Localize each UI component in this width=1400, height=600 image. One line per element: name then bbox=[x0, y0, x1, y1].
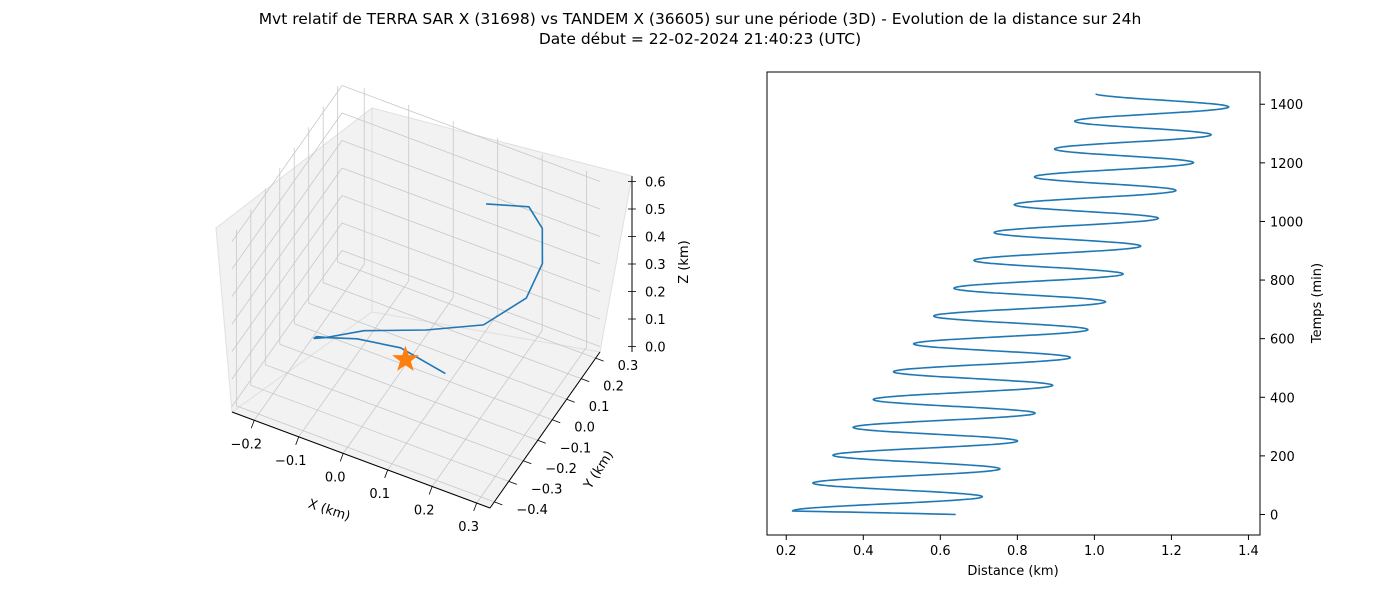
y-tick-label-3d: 0.1 bbox=[589, 400, 610, 415]
trajectory-3d-line bbox=[313, 203, 544, 375]
grid-line-z bbox=[341, 222, 601, 320]
grid-line-x bbox=[253, 264, 365, 421]
y-tick-label-2d: 600 bbox=[1270, 333, 1295, 348]
y-tick-label-2d: 1000 bbox=[1270, 215, 1303, 230]
x-ticks-2d: 0.2 0.4 0.6 0.8 1.0 1.2 1.4 bbox=[776, 535, 1259, 559]
z-tick-label-3d: 0.3 bbox=[645, 258, 666, 273]
y-axis-label-2d: Temps (min) bbox=[1310, 263, 1325, 344]
ticks-3d: −0.2 −0.1 0.0 0.1 0.2 0.3 −0.4 −0.3 −0.2 −0.1 0.0 0… bbox=[230, 176, 665, 536]
y-tick-3d bbox=[537, 439, 546, 444]
grid-line-y bbox=[236, 405, 495, 503]
y-tick-3d bbox=[494, 501, 503, 506]
z-tick-label-3d: 0.2 bbox=[645, 286, 666, 301]
y-tick-label-3d: −0.1 bbox=[560, 441, 592, 456]
y-tick-label-3d: 0.0 bbox=[574, 421, 595, 436]
grid-line-x bbox=[387, 313, 499, 471]
figure-title-line1: Mvt relatif de TERRA SAR X (31698) vs TA… bbox=[259, 10, 1142, 28]
grid-line-x bbox=[298, 280, 410, 438]
grid-line-y bbox=[308, 302, 567, 400]
x-tick-label-2d: 0.8 bbox=[1007, 544, 1028, 559]
z-axis-label-3d: Z (km) bbox=[677, 240, 692, 283]
grid-line-x bbox=[476, 346, 587, 504]
y-tick-3d bbox=[508, 480, 517, 485]
z-tick-label-3d: 0.0 bbox=[645, 341, 666, 356]
z-tick-label-3d: 0.4 bbox=[645, 231, 666, 246]
x-tick-label-3d: −0.1 bbox=[275, 454, 307, 469]
grid-line-z bbox=[341, 140, 601, 237]
grid-line-z bbox=[231, 167, 343, 325]
x-tick-label-2d: 1.2 bbox=[1161, 544, 1182, 559]
grid-line-z bbox=[341, 167, 601, 265]
grid-line-z bbox=[231, 250, 343, 407]
axes-3d: −0.2 −0.1 0.0 0.1 0.2 0.3 −0.4 −0.3 −0.2 −0.1 0.0 0… bbox=[215, 85, 692, 536]
grid-line-x bbox=[342, 297, 454, 454]
x-tick-label-2d: 0.2 bbox=[776, 544, 797, 559]
y-tick-label-3d: −0.3 bbox=[531, 482, 563, 497]
y-tick-3d bbox=[566, 398, 575, 403]
x-tick-label-2d: 1.0 bbox=[1084, 544, 1105, 559]
origin-star-marker bbox=[392, 345, 419, 371]
x-axis-line bbox=[231, 411, 491, 509]
grid-line-z bbox=[231, 85, 343, 242]
x-tick-3d bbox=[295, 436, 300, 445]
grid-3d bbox=[231, 85, 601, 504]
grid-line-z bbox=[231, 195, 343, 352]
y-tick-label-2d: 800 bbox=[1270, 274, 1295, 289]
grid-line-z bbox=[341, 112, 601, 210]
grid-line-z bbox=[341, 85, 601, 182]
distance-series-line bbox=[791, 93, 1230, 516]
y-tick-label-3d: −0.4 bbox=[516, 503, 548, 518]
y-tick-3d bbox=[552, 419, 561, 424]
grid-line-z bbox=[231, 112, 343, 270]
grid-line-y bbox=[337, 261, 596, 359]
axes-2d: 0.2 0.4 0.6 0.8 1.0 1.2 1.4 0 200 400 600 800 1000 1… bbox=[766, 71, 1325, 579]
grid-line-z bbox=[341, 250, 601, 347]
y-tick-label-2d: 0 bbox=[1270, 508, 1278, 523]
grid-line-z bbox=[231, 140, 343, 297]
x-tick-label-3d: 0.3 bbox=[458, 520, 479, 535]
y-tick-label-2d: 1400 bbox=[1270, 98, 1303, 113]
grid-line-z bbox=[231, 222, 343, 380]
figure-title-line2: Date début = 22-02-2024 21:40:23 (UTC) bbox=[539, 30, 861, 48]
grid-line-y bbox=[250, 384, 509, 482]
x-tick-label-3d: 0.2 bbox=[414, 503, 435, 518]
x-tick-3d bbox=[384, 469, 389, 479]
grid-line-z bbox=[341, 195, 601, 292]
x-axis-label-2d: Distance (km) bbox=[967, 564, 1058, 579]
x-tick-label-3d: −0.2 bbox=[230, 437, 262, 452]
x-tick-label-2d: 0.4 bbox=[853, 544, 874, 559]
x-tick-label-3d: 0.1 bbox=[369, 487, 390, 502]
y-tick-3d bbox=[595, 357, 604, 362]
x-tick-label-2d: 0.6 bbox=[930, 544, 951, 559]
y-tick-label-3d: −0.2 bbox=[545, 462, 577, 477]
y-tick-3d bbox=[523, 460, 532, 465]
grid-line-x bbox=[431, 330, 543, 487]
z-tick-label-3d: 0.6 bbox=[645, 176, 666, 191]
x-tick-label-2d: 1.4 bbox=[1238, 544, 1259, 559]
x-axis-label-3d: X (km) bbox=[306, 497, 352, 525]
x-tick-label-3d: 0.0 bbox=[325, 470, 346, 485]
x-tick-3d bbox=[250, 420, 255, 429]
x-tick-3d bbox=[473, 502, 478, 512]
grid-line-y bbox=[279, 343, 538, 441]
grid-line-y bbox=[294, 323, 553, 421]
y-tick-label-2d: 1200 bbox=[1270, 157, 1303, 172]
y-tick-3d bbox=[581, 378, 590, 383]
plot-frame bbox=[766, 71, 1261, 536]
y-tick-label-2d: 200 bbox=[1270, 450, 1295, 465]
y-axis-line bbox=[489, 351, 601, 509]
z-tick-label-3d: 0.1 bbox=[645, 313, 666, 328]
grid-line-y bbox=[265, 364, 524, 462]
y-tick-label-2d: 400 bbox=[1270, 391, 1295, 406]
y-ticks-2d: 0 200 400 600 800 1000 1200 1400 bbox=[1260, 98, 1303, 523]
x-tick-3d bbox=[339, 453, 344, 462]
y-tick-label-3d: 0.3 bbox=[618, 359, 639, 374]
y-tick-label-3d: 0.2 bbox=[603, 380, 624, 395]
z-tick-label-3d: 0.5 bbox=[645, 203, 666, 218]
x-tick-3d bbox=[428, 486, 433, 495]
grid-line-y bbox=[323, 282, 582, 380]
